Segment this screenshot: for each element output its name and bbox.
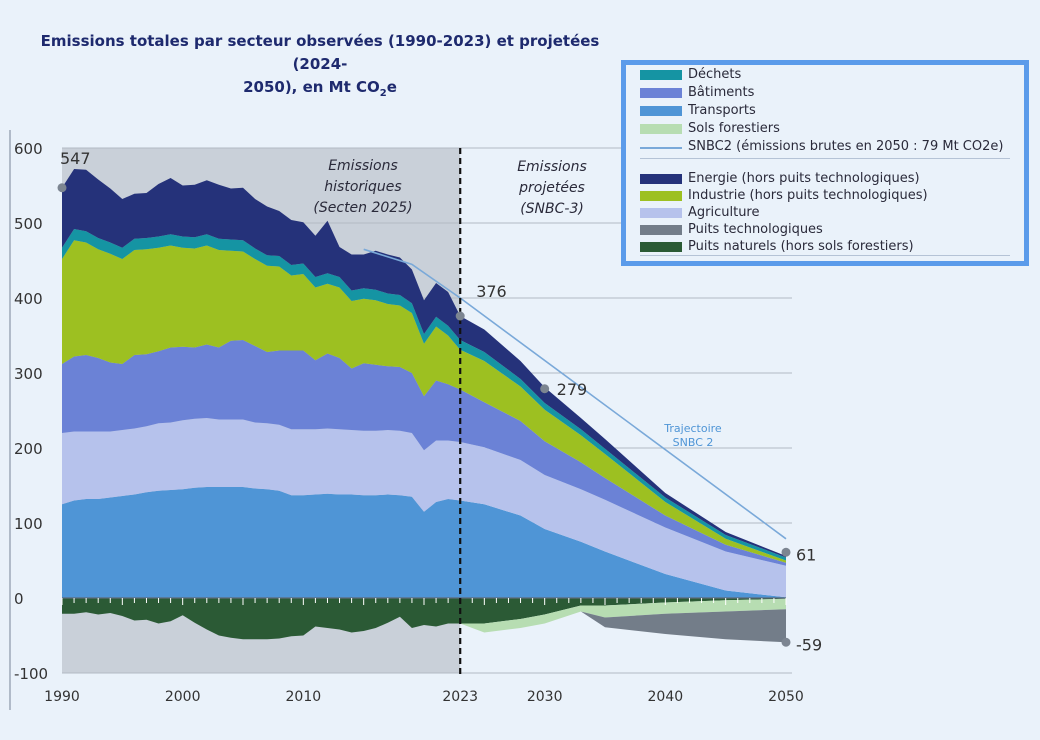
legend-swatch <box>640 242 682 252</box>
x-tick-label-2050: 2050 <box>768 689 804 705</box>
legend-swatch <box>640 225 682 235</box>
legend-label: Transports <box>688 103 756 118</box>
x-tick-label-2000: 2000 <box>165 689 201 705</box>
legend-label: Puits technologiques <box>688 222 823 237</box>
legend-label: Puits naturels (hors sols forestiers) <box>688 239 914 254</box>
area-transports <box>62 487 786 598</box>
annotation-point-61 <box>781 547 791 557</box>
x-tick-label-2023: 2023 <box>442 689 478 705</box>
y-tick-label--100: -100 <box>14 665 48 683</box>
y-tick-label-600: 600 <box>14 140 43 158</box>
legend-swatch <box>640 191 682 201</box>
annotation-label-547: 547 <box>60 149 91 168</box>
y-tick-label-400: 400 <box>14 290 43 308</box>
area-industrie-hors-puits-technologiques <box>62 240 786 563</box>
annotation-point-279 <box>540 384 550 394</box>
annotation-label-61: 61 <box>796 545 816 564</box>
legend-separator-bottom <box>640 255 1010 256</box>
title-subscript: 2 <box>379 88 387 99</box>
annotation-label-279: 279 <box>557 380 588 399</box>
projected-label-line-3: (SNBC-3) <box>520 201 584 217</box>
x-tick-label-1990: 1990 <box>44 689 80 705</box>
y-tick-label-300: 300 <box>14 365 43 383</box>
title-line-1: Emissions totales par secteur observées … <box>40 32 600 73</box>
legend-label: Sols forestiers <box>688 121 780 136</box>
legend-swatch <box>640 88 682 98</box>
area-energie-hors-puits-technologiques <box>62 169 786 558</box>
projected-label-line-1: Emissions <box>517 159 587 175</box>
projected-label-line-2: projetées <box>518 180 585 196</box>
legend-label: SNBC2 (émissions brutes en 2050 : 79 Mt … <box>688 139 1004 154</box>
y-tick-label-200: 200 <box>14 440 43 458</box>
legend-swatch <box>640 70 682 80</box>
x-tick-label-2040: 2040 <box>648 689 684 705</box>
legend-label: Energie (hors puits technologiques) <box>688 171 920 186</box>
legend-label: Agriculture <box>688 205 760 220</box>
annotation-point-376 <box>455 311 465 321</box>
legend-separator <box>640 158 1010 159</box>
historic-label-line-1: Emissions <box>328 158 398 174</box>
legend-label: Industrie (hors puits technologiques) <box>688 188 928 203</box>
area-puits-technologiques <box>62 609 786 643</box>
legend-swatch <box>640 174 682 184</box>
area-sols-forestiers <box>62 598 786 640</box>
chart-title: Emissions totales par secteur observées … <box>20 30 620 105</box>
trajectory-label-line-1: Trajectoire <box>663 422 722 435</box>
historic-label-line-3: (Secten 2025) <box>313 200 412 216</box>
legend-label: Déchets <box>688 67 742 82</box>
y-tick-label-100: 100 <box>14 515 43 533</box>
legend-swatch <box>640 208 682 218</box>
legend-swatch <box>640 147 682 149</box>
historic-label-line-2: historiques <box>324 179 401 195</box>
legend: Déchets Bâtiments Transports Sols forestier… <box>621 60 1029 266</box>
y-tick-label-500: 500 <box>14 215 43 233</box>
annotation-point--59 <box>781 637 791 647</box>
x-tick-label-2010: 2010 <box>286 689 322 705</box>
annotation-label-376: 376 <box>476 282 507 301</box>
area-agriculture <box>62 418 786 598</box>
annotation-point-547 <box>57 183 67 193</box>
legend-swatch <box>640 106 682 116</box>
x-tick-label-2030: 2030 <box>527 689 563 705</box>
title-line-2-text: 2050), en Mt CO <box>243 78 380 96</box>
legend-swatch <box>640 124 682 134</box>
area-puits-naturels-hors-sols-forestiers <box>62 598 786 640</box>
annotation-label--59: -59 <box>796 635 822 654</box>
trajectory-label-line-2: SNBC 2 <box>673 436 714 449</box>
snbc2-trajectory-line <box>363 248 787 540</box>
legend-label: Bâtiments <box>688 85 755 100</box>
y-tick-label-0: 0 <box>14 590 24 608</box>
title-line-2: 2050), en Mt CO2e <box>20 76 620 105</box>
area-batiments <box>62 340 786 566</box>
title-suffix: e <box>386 78 397 96</box>
